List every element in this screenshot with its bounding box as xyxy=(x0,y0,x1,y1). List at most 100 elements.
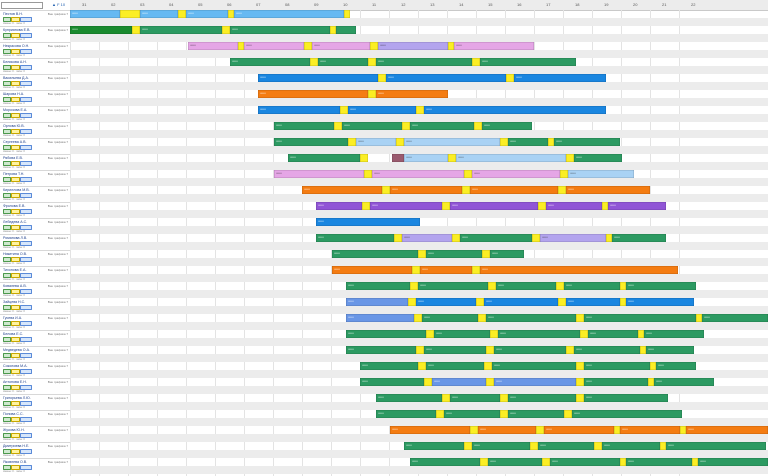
employee-name[interactable]: Антонова Е.Н. xyxy=(3,380,27,384)
break-block[interactable] xyxy=(500,138,508,146)
shift-bar[interactable]: ••••••• xyxy=(626,458,692,466)
employee-row[interactable]: Попова С.С. Вне графика 7 смены: 0 · часы:… xyxy=(0,410,70,426)
shift-bar[interactable]: ••••••• xyxy=(258,90,368,98)
employee-name[interactable]: Дмитриева Н.Е. xyxy=(3,444,30,448)
employee-name[interactable]: Пестов В.Н. xyxy=(3,12,23,16)
break-block[interactable] xyxy=(576,314,584,322)
shift-bar[interactable]: ••••••• xyxy=(480,58,576,66)
break-block[interactable] xyxy=(680,426,686,434)
shift-bar[interactable]: ••••••• xyxy=(360,362,418,370)
shift-bar[interactable]: ••••••• xyxy=(230,26,330,34)
shift-bar[interactable]: ••••••• xyxy=(602,442,660,450)
shift-bar[interactable]: ••••••• xyxy=(402,234,452,242)
break-block[interactable] xyxy=(426,330,434,338)
sort-toggle[interactable]: ▲ F 10 xyxy=(52,2,66,7)
employee-name[interactable]: Некрасова О.Н. xyxy=(3,44,30,48)
break-block[interactable] xyxy=(558,186,566,194)
break-block[interactable] xyxy=(370,42,378,50)
shift-bar[interactable]: ••••••• xyxy=(244,42,304,50)
break-block[interactable] xyxy=(692,458,698,466)
break-block[interactable] xyxy=(310,58,318,66)
employee-row[interactable]: Зайцева Н.С. Вне графика 7 смены: 0 · часы… xyxy=(0,298,70,314)
break-block[interactable] xyxy=(620,458,626,466)
shift-bar[interactable]: ••••••• xyxy=(568,170,634,178)
shift-bar[interactable]: ••••••• xyxy=(318,58,368,66)
shift-bar[interactable]: ••••••• xyxy=(424,106,606,114)
shift-bar[interactable]: ••••••• xyxy=(450,202,538,210)
shift-bar[interactable]: ••••••• xyxy=(444,410,500,418)
shift-bar[interactable]: ••••••• xyxy=(316,218,420,226)
break-block[interactable] xyxy=(580,330,588,338)
break-block[interactable] xyxy=(640,346,646,354)
shift-bar[interactable]: ••••••• xyxy=(612,234,666,242)
employee-row[interactable]: Яковлева О.В. Вне графика 7 смены: 0 · час… xyxy=(0,458,70,474)
break-block[interactable] xyxy=(368,58,376,66)
employee-row[interactable]: Тихонова Е.А. Вне графика 7 смены: 0 · час… xyxy=(0,266,70,282)
shift-bar[interactable]: ••••••• xyxy=(574,154,622,162)
shift-bar[interactable]: ••••••• xyxy=(376,394,442,402)
shift-bar[interactable]: ••••••• xyxy=(702,314,768,322)
break-block[interactable] xyxy=(476,298,484,306)
employee-name[interactable]: Петрова Т.Н. xyxy=(3,172,25,176)
shift-bar[interactable]: ••••••• xyxy=(432,378,486,386)
employee-row[interactable]: Жукова Ю.Н. Вне графика 7 смены: 0 · часы:… xyxy=(0,426,70,442)
employee-name[interactable]: Гусева И.А. xyxy=(3,316,23,320)
employee-row[interactable]: Кириллова М.В. Вне графика 7 смены: 0 · ча… xyxy=(0,186,70,202)
break-block[interactable] xyxy=(416,346,424,354)
shift-bar[interactable]: ••••••• xyxy=(620,426,680,434)
shift-bar[interactable]: ••••••• xyxy=(302,186,382,194)
shift-bar[interactable]: ••••••• xyxy=(140,10,178,18)
break-block[interactable] xyxy=(532,234,540,242)
employee-row[interactable]: Петрова Т.Н. Вне графика 7 смены: 0 · часы… xyxy=(0,170,70,186)
break-block[interactable] xyxy=(470,426,478,434)
break-block[interactable] xyxy=(452,234,460,242)
shift-bar[interactable]: ••••••• xyxy=(404,154,448,162)
shift-bar[interactable]: ••••••• xyxy=(274,122,334,130)
break-block[interactable] xyxy=(576,362,584,370)
shift-bar[interactable]: ••••••• xyxy=(538,442,594,450)
employee-row[interactable]: Пестов В.Н. Вне графика 7 смены: 0 · часы:… xyxy=(0,10,70,26)
employee-row[interactable]: Фролова Е.В. Вне графика 7 смены: 0 · часы… xyxy=(0,202,70,218)
employee-row[interactable]: Соколова М.А. Вне графика 7 смены: 0 · час… xyxy=(0,362,70,378)
shift-bar[interactable]: ••••••• xyxy=(356,138,396,146)
search-input[interactable] xyxy=(1,2,43,9)
shift-bar[interactable]: ••••••• xyxy=(486,314,576,322)
shift-bar[interactable]: ••••••• xyxy=(494,378,576,386)
shift-bar[interactable]: ••••••• xyxy=(422,314,478,322)
break-block[interactable] xyxy=(362,202,370,210)
shift-bar[interactable]: ••••••• xyxy=(472,170,560,178)
break-block[interactable] xyxy=(120,10,140,18)
employee-row[interactable]: Лебедева А.С. Вне графика 7 смены: 0 · час… xyxy=(0,218,70,234)
shift-bar[interactable]: ••••••• xyxy=(234,10,344,18)
break-block[interactable] xyxy=(606,234,612,242)
break-block[interactable] xyxy=(576,394,584,402)
employee-row[interactable]: Романова Л.В. Вне графика 7 смены: 0 · час… xyxy=(0,234,70,250)
shift-bar[interactable]: ••••••• xyxy=(644,330,704,338)
break-block[interactable] xyxy=(464,170,472,178)
shift-bar[interactable]: ••••••• xyxy=(274,170,364,178)
shift-bar[interactable]: ••••••• xyxy=(470,186,558,194)
employee-name[interactable]: Жукова Ю.Н. xyxy=(3,428,25,432)
shift-bar[interactable]: ••••••• xyxy=(346,314,414,322)
shift-bar[interactable]: ••••••• xyxy=(456,154,566,162)
employee-name[interactable]: Попова С.С. xyxy=(3,412,24,416)
break-block[interactable] xyxy=(500,410,508,418)
shift-bar[interactable]: ••••••• xyxy=(686,426,768,434)
shift-bar[interactable]: ••••••• xyxy=(346,298,408,306)
shift-bar[interactable]: ••••••• xyxy=(584,394,668,402)
break-block[interactable] xyxy=(566,346,574,354)
shift-bar[interactable]: ••••••• xyxy=(490,250,524,258)
break-block[interactable] xyxy=(414,314,422,322)
shift-bar[interactable]: ••••••• xyxy=(584,378,648,386)
break-block[interactable] xyxy=(548,138,554,146)
break-block[interactable] xyxy=(416,106,424,114)
break-block[interactable] xyxy=(178,10,186,18)
shift-bar[interactable]: ••••••• xyxy=(404,138,500,146)
shift-bar[interactable]: ••••••• xyxy=(258,106,340,114)
employee-name[interactable]: Рябова Е.В. xyxy=(3,156,23,160)
shift-bar[interactable]: ••••••• xyxy=(584,314,696,322)
shift-bar[interactable]: ••••••• xyxy=(376,58,472,66)
shift-bar[interactable]: ••••••• xyxy=(484,298,558,306)
break-block[interactable] xyxy=(448,42,454,50)
shift-bar[interactable]: ••••••• xyxy=(460,234,532,242)
